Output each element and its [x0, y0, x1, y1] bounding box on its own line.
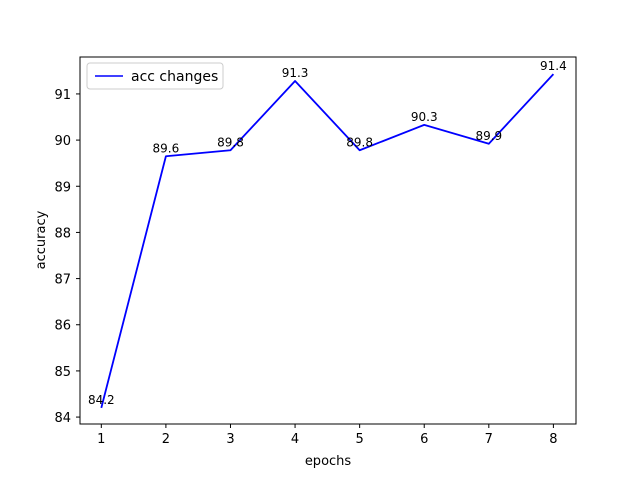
- x-tick-label: 1: [97, 432, 105, 447]
- x-tick-label: 3: [226, 432, 234, 447]
- y-tick-label: 89: [54, 180, 71, 195]
- x-tick-label: 4: [291, 432, 299, 447]
- x-axis-label: epochs: [305, 454, 352, 469]
- y-axis-label: accuracy: [34, 210, 49, 269]
- series-line: [100, 73, 555, 409]
- y-tick-label: 87: [54, 273, 71, 288]
- y-tick-label: 85: [54, 365, 71, 380]
- y-tick-label: 90: [54, 134, 71, 149]
- data-label: 89.8: [217, 135, 244, 149]
- data-label: 91.4: [540, 59, 567, 73]
- y-tick-label: 86: [54, 319, 71, 334]
- data-label: 91.3: [282, 66, 309, 80]
- data-label: 90.3: [411, 110, 438, 124]
- x-tick-label: 2: [162, 432, 170, 447]
- x-tick-label: 6: [420, 432, 428, 447]
- data-label: 89.9: [475, 129, 502, 143]
- series-layer: [100, 73, 555, 409]
- x-tick-label: 5: [356, 432, 364, 447]
- data-label: 84.2: [88, 393, 115, 407]
- data-label: 89.6: [153, 141, 180, 155]
- y-tick-label: 91: [54, 88, 71, 103]
- legend-box: [86, 62, 224, 90]
- data-label: 89.8: [346, 135, 373, 149]
- plot-frame: [79, 56, 577, 425]
- axis-ticks: 1 2 3 4 5 6 7 8 84 85 86 87 88 89 90 91: [54, 88, 557, 447]
- x-tick-label: 8: [549, 432, 557, 447]
- data-labels: 84.2 89.6 89.8 91.3 89.8 90.3 89.9 91.4: [88, 59, 567, 407]
- plot-area: [80, 57, 576, 424]
- x-tick-label: 7: [485, 432, 493, 447]
- y-tick-label: 84: [54, 411, 71, 426]
- legend-label: acc changes: [131, 69, 218, 85]
- y-tick-label: 88: [54, 226, 71, 241]
- legend: acc changes: [86, 62, 224, 90]
